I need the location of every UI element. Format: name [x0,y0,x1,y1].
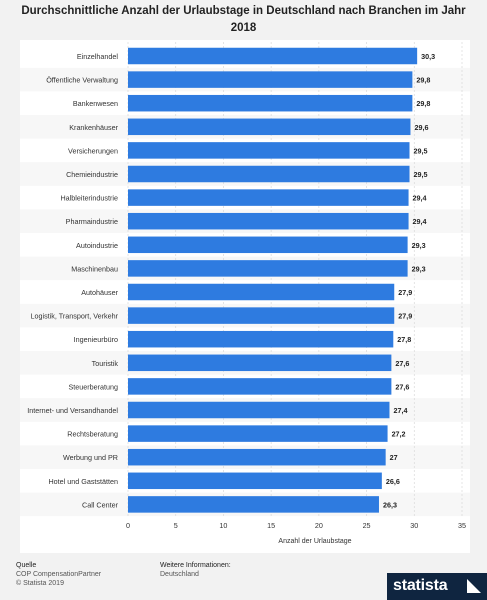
info-heading: Weitere Informationen: [160,562,231,569]
value-label: 29,3 [412,264,426,273]
tick-label: 15 [267,521,275,530]
value-label: 29,4 [413,217,427,226]
source-line: COP CompensationPartner [16,571,102,578]
category-label: Touristik [92,359,119,368]
tick-label: 25 [363,521,371,530]
bar [128,401,390,419]
category-label: Maschinenbau [71,264,118,273]
tick-label: 30 [410,521,418,530]
bar [128,236,408,254]
category-label: Logistik, Transport, Verkehr [31,312,119,321]
bar [128,472,382,490]
bar [128,47,418,65]
tick-label: 10 [219,521,227,530]
bar [128,189,409,206]
category-label: Call Center [82,500,119,509]
bar [128,283,395,301]
value-label: 29,3 [412,241,426,250]
statista-logo[interactable]: statista [387,573,487,600]
value-label: 27,9 [398,288,412,297]
info-line: Deutschland [160,571,199,578]
info-block: Weitere Informationen: Deutschland [160,561,231,579]
value-label: 27,2 [392,430,406,439]
category-label: Bankenwesen [73,99,118,108]
source-block: Quelle COP CompensationPartner © Statist… [16,561,101,588]
bar [128,378,392,395]
value-label: 26,3 [383,500,397,509]
bar [128,496,379,513]
brand-name: statista [393,577,448,594]
value-label: 29,8 [416,76,430,85]
bar [128,330,394,348]
bar [128,425,388,442]
value-label: 29,5 [414,170,428,179]
category-label: Versicherungen [68,146,118,155]
category-label: Chemieindustrie [66,170,118,179]
category-label: Steuerberatung [68,382,118,391]
bar [128,165,410,183]
value-label: 26,6 [386,477,400,486]
category-label: Internet- und Versandhandel [27,406,118,415]
value-label: 29,5 [414,146,428,155]
statista-logo-icon [467,579,481,593]
value-label: 27,8 [397,335,411,344]
value-label: 29,8 [416,99,430,108]
copyright-line: © Statista 2019 [16,580,64,587]
value-label: 29,4 [413,194,427,203]
chart-title: Durchschnittliche Anzahl der Urlaubstage… [21,5,466,34]
bar [128,118,411,136]
category-label: Rechtsberatung [67,430,118,439]
value-label: 29,6 [414,123,428,132]
bar [128,448,386,466]
tick-label: 20 [315,521,323,530]
category-label: Autoindustrie [76,241,118,250]
tick-label: 0 [126,521,130,530]
x-axis-label: Anzahl der Urlaubstage [278,538,351,545]
category-label: Einzelhandel [77,52,119,61]
bar [128,71,413,88]
value-label: 27,6 [395,359,409,368]
category-label: Öffentliche Verwaltung [46,76,118,85]
category-label: Hotel und Gaststätten [48,477,118,486]
value-label: 27,9 [398,312,412,321]
source-heading: Quelle [16,562,37,569]
bar [128,212,409,230]
category-label: Pharmaindustrie [66,217,118,226]
category-label: Ingenieurbüro [74,335,118,344]
value-label: 30,3 [421,52,435,61]
category-label: Werbung und PR [63,453,118,462]
value-label: 27 [390,453,398,462]
category-label: Halbleiterindustrie [60,194,118,203]
chart-panel: Einzelhandel 30,3 Öffentliche Verwaltung 29… [20,40,470,553]
tick-label: 35 [458,521,466,530]
bar [128,354,392,372]
bar [128,94,413,112]
bar [128,307,395,324]
bar [128,142,410,159]
tick-label: 5 [174,521,178,530]
category-label: Krankenhäuser [69,123,118,132]
value-label: 27,6 [395,382,409,391]
bar-chart: Einzelhandel 30,3 Öffentliche Verwaltung 29… [20,42,470,545]
value-label: 27,4 [393,406,407,415]
bar [128,260,408,277]
category-label: Autohäuser [81,288,118,297]
